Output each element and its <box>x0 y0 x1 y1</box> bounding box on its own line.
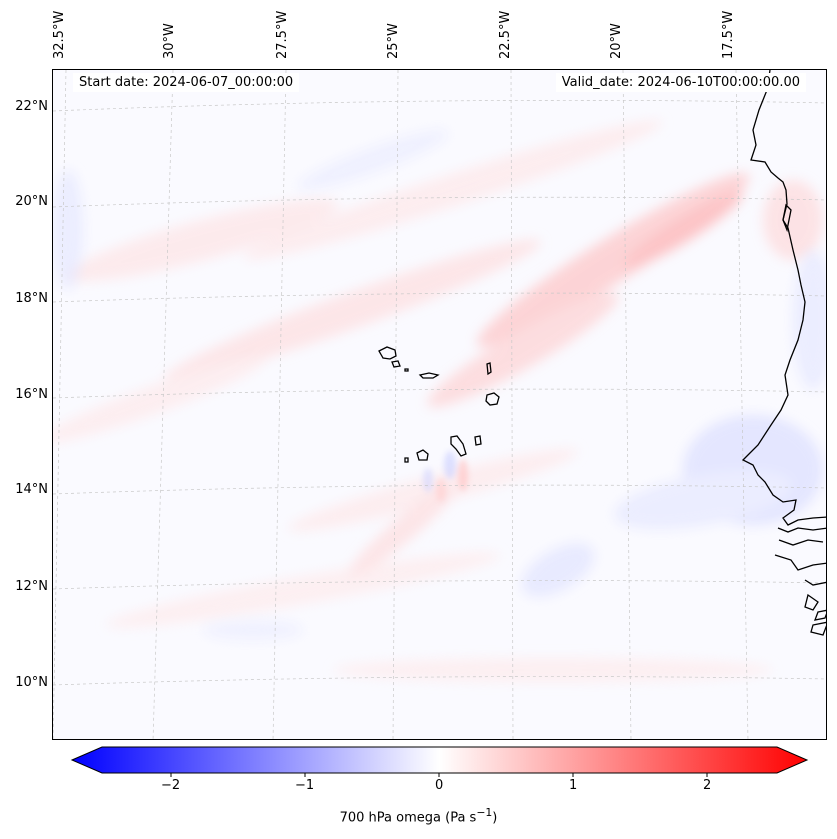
lat-label-18n: 18°N <box>15 291 48 306</box>
lon-label-22-5w: 22.5°W <box>498 10 513 59</box>
lon-label-17-5w: 17.5°W <box>721 10 736 59</box>
colorbar-tick-neg1: −1 <box>295 778 315 793</box>
lat-label-20n: 20°N <box>15 194 48 209</box>
colorbar-gradient <box>70 746 809 774</box>
island-sao-nicolau <box>418 372 440 379</box>
island-santo-antao <box>378 346 397 360</box>
start-date-label: Start date: 2024-06-07_00:00:00 <box>73 73 300 92</box>
island-sal <box>486 362 492 376</box>
valid-date-label: Valid_date: 2024-06-10T00:00:00.00 <box>555 73 806 92</box>
lat-label-22n: 22°N <box>15 99 48 114</box>
omega-local-cells <box>423 451 468 502</box>
colorbar-tick-neg2: −2 <box>161 778 181 793</box>
colorbar-variable: 700 hPa omega <box>339 810 441 826</box>
lon-label-20w: 20°W <box>609 23 624 59</box>
colorbar-tick-0: 0 <box>435 778 444 793</box>
cape-verde-islands <box>378 346 500 463</box>
lat-label-10n: 10°N <box>15 675 48 690</box>
lat-label-14n: 14°N <box>15 482 48 497</box>
map-panel[interactable] <box>52 69 827 740</box>
graticule <box>53 70 826 739</box>
lon-label-25w: 25°W <box>386 23 401 59</box>
island-fogo <box>416 449 429 461</box>
colorbar-label: 700 hPa omega (Pa s−1) <box>339 806 498 826</box>
map-canvas <box>53 70 826 739</box>
colorbar-tick-2: 2 <box>703 778 712 793</box>
lat-label-16n: 16°N <box>15 387 48 402</box>
african-coastline <box>741 70 826 636</box>
lon-label-32-5w: 32.5°W <box>52 10 67 59</box>
island-boa-vista <box>485 392 500 406</box>
lon-label-30w: 30°W <box>162 23 177 59</box>
island-maio <box>474 435 482 446</box>
lon-label-27-5w: 27.5°W <box>275 10 290 59</box>
colorbar-tick-marks <box>170 773 708 777</box>
island-santa-luzia <box>404 368 409 372</box>
island-sao-vicente <box>391 360 401 368</box>
island-santiago <box>450 435 467 457</box>
lat-label-12n: 12°N <box>15 579 48 594</box>
omega-positive-field <box>53 120 823 682</box>
colorbar-tick-1: 1 <box>569 778 578 793</box>
island-brava <box>404 457 409 463</box>
omega-negative-field <box>53 130 826 640</box>
